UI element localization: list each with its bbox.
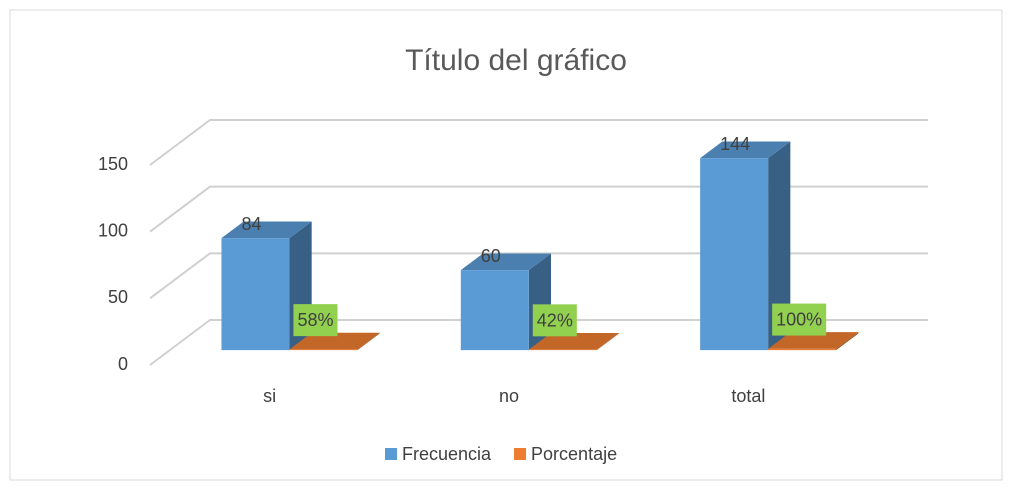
bar — [528, 332, 619, 351]
bar-top — [289, 332, 380, 350]
y-tick-label: 150 — [98, 154, 128, 174]
bar — [700, 141, 791, 351]
data-label-box — [293, 304, 338, 337]
bar-top — [221, 221, 312, 239]
grid-line — [149, 119, 928, 166]
bar-front — [528, 349, 597, 351]
data-label: 84 — [241, 214, 261, 234]
bar-side — [768, 141, 791, 351]
legend-swatch — [514, 448, 527, 460]
bar-front — [768, 348, 837, 351]
x-tick-label: no — [499, 386, 519, 406]
y-tick-label: 100 — [98, 220, 128, 240]
data-label: 60 — [481, 246, 501, 266]
grid-line — [149, 185, 928, 233]
bar-front — [289, 349, 358, 351]
grid-line — [149, 319, 928, 366]
data-label: 100% — [776, 310, 822, 330]
x-tick-label: total — [731, 386, 765, 406]
data-label-box — [772, 303, 827, 336]
bar-top — [460, 253, 551, 271]
bar-side — [836, 332, 859, 351]
chart-border — [9, 9, 1003, 481]
grid-line — [149, 252, 928, 300]
x-tick-label: si — [263, 386, 276, 406]
legend-swatch — [385, 448, 397, 460]
bar-side — [357, 332, 380, 351]
data-label-box — [532, 304, 577, 337]
chart-title: Título del gráfico — [405, 44, 627, 77]
y-tick-label: 50 — [108, 287, 128, 307]
y-tick-label: 0 — [118, 354, 128, 374]
bar — [768, 332, 859, 351]
bar — [289, 332, 380, 351]
bar-front — [460, 270, 529, 351]
bar-top — [528, 332, 619, 350]
bar-front — [221, 238, 290, 351]
legend-label: Porcentaje — [531, 444, 617, 464]
bar-top — [768, 332, 859, 349]
data-label: 144 — [720, 134, 750, 154]
bar-side — [596, 332, 619, 351]
legend-label: Frecuencia — [402, 444, 492, 464]
data-label: 42% — [537, 310, 573, 330]
data-label: 58% — [297, 310, 333, 330]
bar-top — [700, 141, 791, 159]
bar-front — [700, 158, 769, 351]
